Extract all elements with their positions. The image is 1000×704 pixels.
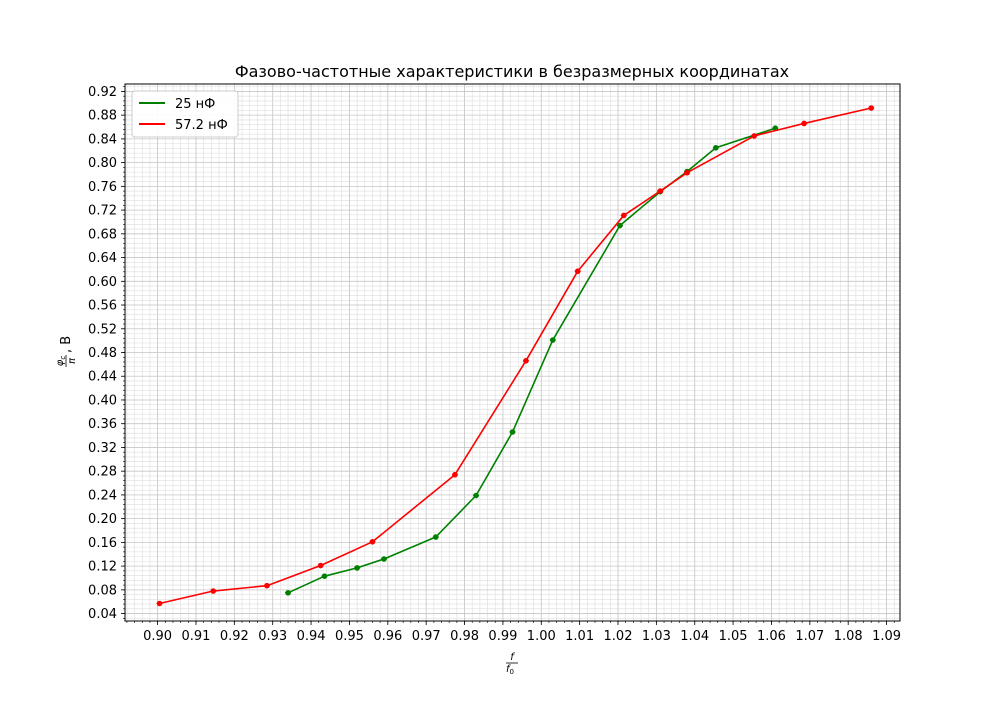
x-tick-label: 1.01 bbox=[565, 629, 594, 644]
series-layer bbox=[156, 105, 875, 607]
x-tick-label: 1.06 bbox=[757, 629, 786, 644]
x-tick-label: 1.05 bbox=[719, 629, 748, 644]
y-axis-label-suffix: , В bbox=[59, 336, 74, 353]
y-tick-label: 0.20 bbox=[88, 512, 117, 527]
x-tick-label: 0.98 bbox=[450, 629, 479, 644]
x-tick-label: 0.93 bbox=[258, 629, 287, 644]
x-tick-label: 1.04 bbox=[680, 629, 709, 644]
y-tick-label: 0.72 bbox=[88, 204, 117, 219]
x-axis-label-denominator-subscript: 0 bbox=[510, 668, 514, 676]
y-axis-label-numerator: φc bbox=[55, 356, 67, 367]
x-tick-label: 1.09 bbox=[872, 629, 901, 644]
y-axis-label-denominator: π bbox=[67, 357, 78, 364]
y-tick-label: 0.68 bbox=[88, 227, 117, 242]
y-tick-label: 0.64 bbox=[88, 251, 117, 266]
legend: 25 нФ 57.2 нФ bbox=[131, 90, 239, 138]
legend-label-57nf: 57.2 нФ bbox=[175, 118, 228, 133]
y-tick-label: 0.32 bbox=[88, 441, 117, 456]
grid bbox=[125, 84, 900, 621]
y-tick-label: 0.28 bbox=[88, 465, 117, 480]
y-tick-label: 0.80 bbox=[88, 156, 117, 171]
y-tick-label: 0.76 bbox=[88, 180, 117, 195]
y-tick-label: 0.40 bbox=[88, 393, 117, 408]
y-tick-label: 0.56 bbox=[88, 299, 117, 314]
series-line bbox=[159, 107, 872, 605]
x-tick-label: 0.90 bbox=[143, 629, 172, 644]
y-axis-label: φc π , В bbox=[55, 336, 78, 367]
y-tick-label: 0.88 bbox=[88, 109, 117, 124]
y-tick-label: 0.36 bbox=[88, 417, 117, 432]
y-tick-label: 0.84 bbox=[88, 132, 117, 147]
series-1 bbox=[156, 105, 875, 607]
x-tick-label: 1.03 bbox=[642, 629, 671, 644]
chart-title: Фазово-частотные характеристики в безраз… bbox=[235, 62, 789, 81]
y-tick-label: 0.92 bbox=[88, 85, 117, 100]
x-tick-label: 1.07 bbox=[795, 629, 824, 644]
x-tick-label: 0.97 bbox=[412, 629, 441, 644]
x-tick-label: 0.95 bbox=[335, 629, 364, 644]
legend-label-25nf: 25 нФ bbox=[175, 97, 215, 112]
y-tick-label: 0.24 bbox=[88, 488, 117, 503]
x-axis-label-numerator: f bbox=[510, 652, 515, 663]
y-axis-label-numerator-subscript: c bbox=[59, 356, 67, 360]
y-tick-label: 0.12 bbox=[88, 560, 117, 575]
x-axis-label-denominator: f0 bbox=[506, 664, 514, 676]
x-tick-label: 0.99 bbox=[488, 629, 517, 644]
x-tick-label: 0.94 bbox=[297, 629, 326, 644]
x-axis-label: f f0 bbox=[506, 652, 518, 676]
y-tick-label: 0.44 bbox=[88, 370, 117, 385]
x-tick-label: 1.02 bbox=[604, 629, 633, 644]
x-axis-label-denominator-main: f bbox=[506, 664, 511, 675]
y-tick-label: 0.08 bbox=[88, 583, 117, 598]
x-tick-label: 1.08 bbox=[834, 629, 863, 644]
y-tick-label: 0.16 bbox=[88, 536, 117, 551]
y-axis-label-numerator-main: φ bbox=[55, 359, 66, 366]
x-tick-label: 0.96 bbox=[373, 629, 402, 644]
axis-ticks: 0.90 0.91 0.92 0.93 0.94 0.95 0.96 0.97 0.98 0.99… bbox=[88, 85, 901, 644]
x-tick-label: 0.91 bbox=[182, 629, 211, 644]
y-tick-label: 0.52 bbox=[88, 322, 117, 337]
x-tick-label: 0.92 bbox=[220, 629, 249, 644]
x-tick-label: 1.00 bbox=[527, 629, 556, 644]
y-tick-label: 0.60 bbox=[88, 275, 117, 290]
y-tick-label: 0.48 bbox=[88, 346, 117, 361]
y-tick-label: 0.04 bbox=[88, 607, 117, 622]
